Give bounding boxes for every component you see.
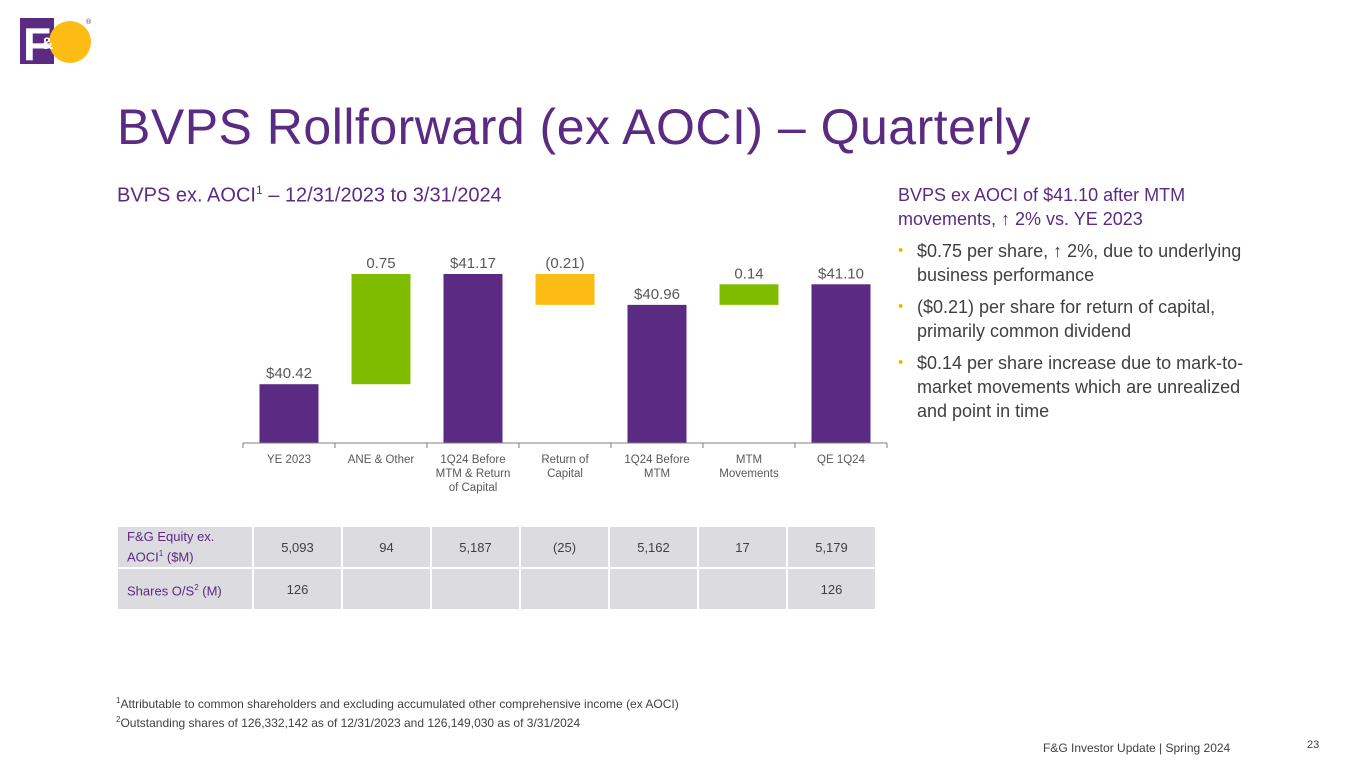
bar-data-label: $41.17 xyxy=(450,255,496,272)
table-cell xyxy=(341,567,432,611)
bullet-icon: • xyxy=(898,242,904,259)
bullet-icon: • xyxy=(898,298,904,315)
category-tick-label-line: 1Q24 Before xyxy=(624,454,689,466)
category-tick-label-line: MTM xyxy=(736,454,762,466)
takeaway-item: • $0.14 per share increase due to mark-to… xyxy=(898,351,1268,423)
takeaway-text: $0.75 per share, ↑ 2%, due to underlying… xyxy=(917,241,1242,285)
footnote-item: 2Outstanding shares of 126,332,142 as of… xyxy=(116,712,679,731)
row-label-text: F&G Equity ex. AOCI xyxy=(127,529,215,565)
table-cell: 17 xyxy=(697,525,788,569)
subtitle-footnote-ref: 1 xyxy=(255,183,263,197)
footnote-number: 2 xyxy=(116,715,121,724)
table-cell: 5,093 xyxy=(252,525,343,569)
bar-data-label: $40.96 xyxy=(634,286,680,303)
category-tick-label-line: ANE & Other xyxy=(348,454,415,466)
row-label-shares: Shares O/S2 (M) xyxy=(116,567,254,611)
logo-registered-mark: ® xyxy=(86,18,92,26)
table-row-shares: Shares O/S2 (M) 126 126 xyxy=(116,567,877,611)
subtitle-suffix: – 12/31/2023 to 3/31/2024 xyxy=(262,184,502,207)
waterfall-bar-increase xyxy=(719,284,779,305)
row-label-text: Shares O/S xyxy=(127,583,195,599)
takeaway-text: ($0.21) per share for return of capital,… xyxy=(917,297,1216,341)
waterfall-bar-increase xyxy=(351,274,411,385)
takeaway-item: • $0.75 per share, ↑ 2%, due to underlyin… xyxy=(898,239,1268,287)
waterfall-bar-decrease xyxy=(535,274,595,305)
bar-data-label: (0.21) xyxy=(545,255,584,272)
table-cell xyxy=(697,567,788,611)
category-tick-label-line: 1Q24 Before xyxy=(440,454,505,466)
row-label-equity: F&G Equity ex. AOCI1 ($M) xyxy=(116,525,254,569)
waterfall-bar-total xyxy=(627,304,687,443)
footer-text: F&G Investor Update | Spring 2024 xyxy=(1043,741,1231,755)
row-label-unit: (M) xyxy=(198,583,222,599)
chart-subtitle: BVPS ex. AOCI1 – 12/31/2023 to 3/31/2024 xyxy=(117,183,502,208)
equity-shares-table: F&G Equity ex. AOCI1 ($M) 5,093 94 5,187… xyxy=(116,525,877,611)
footnote-item: 1Attributable to common shareholders and… xyxy=(116,693,679,712)
footnote-text: Attributable to common shareholders and … xyxy=(120,697,679,711)
table-cell: (25) xyxy=(519,525,610,569)
bar-data-label: 0.14 xyxy=(734,265,763,282)
table-row-equity: F&G Equity ex. AOCI1 ($M) 5,093 94 5,187… xyxy=(116,525,877,569)
takeaway-text: $0.14 per share increase due to mark-to-… xyxy=(917,353,1244,421)
table-cell: 126 xyxy=(252,567,343,611)
category-tick-label-line: of Capital xyxy=(449,482,498,494)
bullet-icon: • xyxy=(898,354,904,371)
row-label-footnote-ref: 2 xyxy=(194,582,199,592)
waterfall-bar-total xyxy=(443,274,503,443)
table-cell xyxy=(430,567,521,611)
category-tick-label-line: YE 2023 xyxy=(267,454,311,466)
bar-data-label: $40.42 xyxy=(266,365,312,382)
category-tick-label-line: QE 1Q24 xyxy=(817,454,866,466)
category-tick-label-line: Return of xyxy=(541,454,589,466)
takeaway-item: • ($0.21) per share for return of capital… xyxy=(898,295,1268,343)
category-tick-label-line: Capital xyxy=(547,468,583,480)
row-label-footnote-ref: 1 xyxy=(158,549,164,559)
row-label-unit: ($M) xyxy=(163,549,194,565)
table-cell: 126 xyxy=(786,567,877,611)
table-cell: 94 xyxy=(341,525,432,569)
footnote-text: Outstanding shares of 126,332,142 as of … xyxy=(120,716,581,730)
category-tick-label: YE 2023 xyxy=(267,454,311,466)
table-cell: 5,179 xyxy=(786,525,877,569)
category-tick-label: MTM Movements xyxy=(719,454,779,480)
bar-data-label: 0.75 xyxy=(366,255,395,272)
table-cell xyxy=(519,567,610,611)
waterfall-bar-total xyxy=(811,284,871,443)
table-cell: 5,187 xyxy=(430,525,521,569)
logo-ampersand: & xyxy=(41,34,53,53)
category-tick-label: Return of Capital xyxy=(541,454,589,480)
category-tick-label-line: MTM & Return xyxy=(436,468,511,480)
footnote-number: 1 xyxy=(116,696,121,705)
category-tick-label: 1Q24 Before MTM xyxy=(624,454,689,480)
category-tick-label-line: MTM xyxy=(644,468,670,480)
key-takeaways-panel: BVPS ex AOCI of $41.10 after MTM movemen… xyxy=(898,183,1268,431)
logo-letter-g: G xyxy=(54,21,88,68)
waterfall-bar-total xyxy=(259,384,319,443)
takeaway-list: • $0.75 per share, ↑ 2%, due to underlyin… xyxy=(898,239,1268,423)
category-tick-label: ANE & Other xyxy=(348,454,415,466)
bar-data-label: $41.10 xyxy=(818,265,864,282)
subtitle-prefix: BVPS ex. AOCI xyxy=(117,184,256,207)
table-cell xyxy=(608,567,699,611)
fg-logo: F G & ® xyxy=(20,18,92,68)
category-tick-label: 1Q24 Before MTM & Return of Capital xyxy=(436,454,511,494)
takeaway-headline: BVPS ex AOCI of $41.10 after MTM movemen… xyxy=(898,185,1186,229)
category-tick-label: QE 1Q24 xyxy=(817,454,866,466)
footnotes: 1Attributable to common shareholders and… xyxy=(116,693,679,731)
page-number: 23 xyxy=(1307,739,1320,751)
logo-letter-f: F xyxy=(23,18,51,68)
category-tick-label-line: Movements xyxy=(719,468,779,480)
slide-title: BVPS Rollforward (ex AOCI) – Quarterly xyxy=(117,99,1031,155)
table-cell: 5,162 xyxy=(608,525,699,569)
